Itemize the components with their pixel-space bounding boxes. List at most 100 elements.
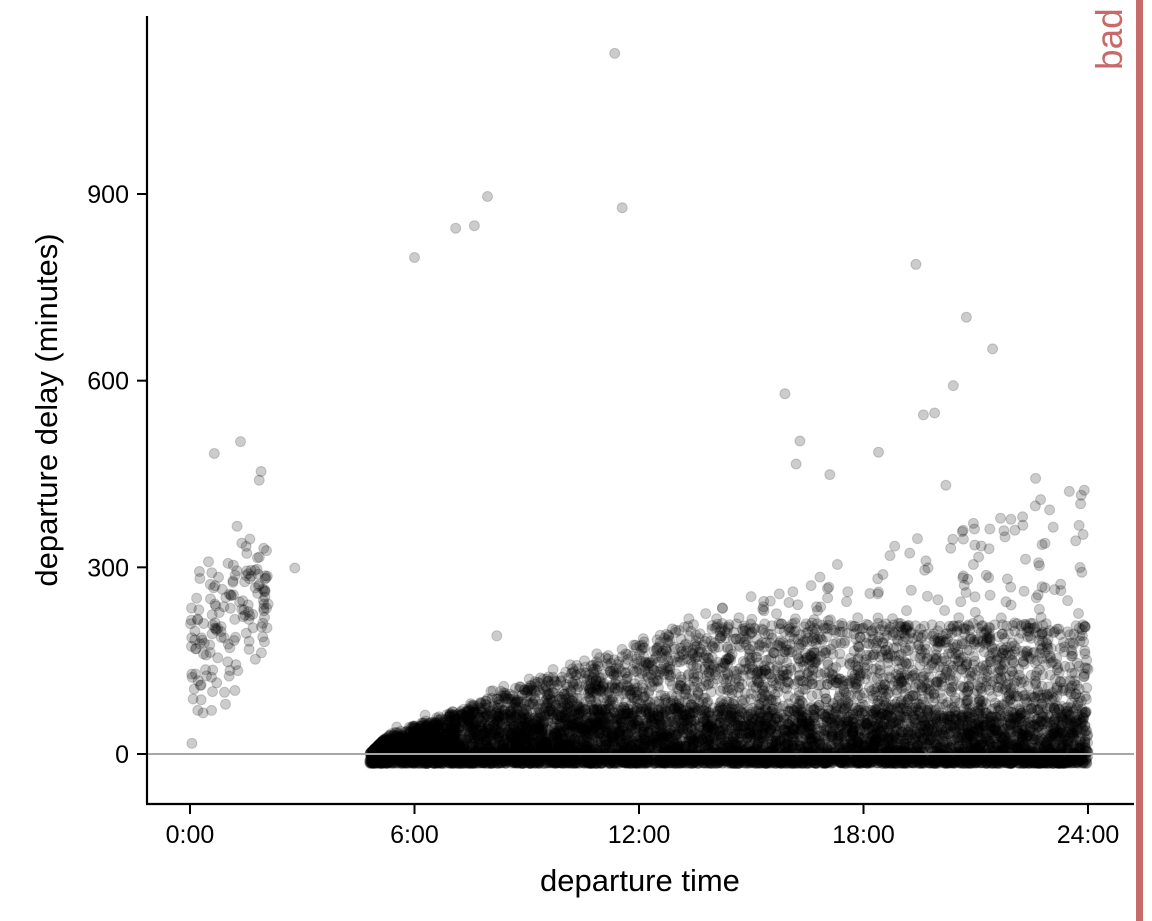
data-point [594,709,605,721]
data-point [257,583,269,595]
data-point [969,539,981,551]
data-point [201,670,212,682]
data-point [773,618,785,630]
data-point [243,635,255,647]
data-point [780,757,792,769]
data-point [211,677,223,689]
data-point [835,637,847,649]
data-point [899,669,911,681]
data-point [252,568,264,580]
data-point [945,542,957,554]
data-point [827,757,839,769]
data-point [910,742,922,754]
data-point [259,573,271,585]
data-point [658,737,670,749]
data-point [650,652,661,664]
data-point [513,736,525,747]
data-point [805,755,817,767]
data-point [1078,712,1090,724]
data-point [448,709,460,721]
data-point [215,626,227,638]
data-point [665,711,677,723]
data-point [921,590,933,602]
data-point [792,599,804,611]
data-point [441,727,453,739]
data-point [247,622,259,634]
data-point [853,757,865,769]
data-point [678,716,690,728]
data-point [521,704,533,716]
data-point [651,650,663,662]
data-point [498,705,510,717]
data-point [481,735,493,747]
data-point [435,752,447,764]
data-point [257,617,269,629]
data-point [607,713,619,725]
data-point [954,757,966,769]
data-point [186,602,197,614]
data-point [874,733,885,745]
data-point [225,590,237,601]
data-point [1037,708,1049,720]
data-point [545,703,557,715]
data-point [824,614,836,626]
data-point [720,724,732,735]
data-point [534,687,546,699]
data-point [571,744,583,756]
data-point [249,564,261,576]
data-point [556,701,567,713]
data-point [1038,727,1050,739]
data-point [877,735,889,746]
data-point [470,733,481,745]
data-point [252,552,263,564]
data-point [245,570,257,582]
data-point [198,618,210,629]
data-point [227,575,239,587]
data-point [584,757,596,769]
data-point [194,638,206,650]
data-point [867,728,879,740]
data-point [949,653,961,664]
data-point [565,721,577,732]
data-point [212,652,224,664]
data-point [1001,757,1013,769]
data-point [253,580,264,592]
data-point [664,757,676,769]
data-point [773,701,785,713]
data-point [953,739,965,751]
data-point [245,564,257,576]
data-point [688,715,700,726]
data-point [222,638,234,650]
data-point [222,656,234,668]
data-point [866,625,878,637]
data-point [844,749,856,761]
data-point [814,739,826,751]
data-point [975,727,986,739]
data-point [186,640,197,652]
data-point [936,752,948,764]
data-point [724,742,736,754]
data-point [957,572,969,584]
data-point [206,628,218,640]
data-point [185,614,197,626]
data-point [1009,524,1021,536]
data-point [559,740,571,752]
data-point [855,755,867,767]
data-point [932,594,944,606]
data-point [729,676,741,688]
data-point [218,601,230,613]
data-point [826,668,838,680]
data-point [1045,730,1057,742]
data-point [949,757,961,769]
data-point [244,610,256,622]
data-point [912,533,923,545]
data-point [493,732,505,744]
data-point [262,598,274,610]
data-point [873,719,885,731]
data-point [239,576,251,588]
data-point [721,736,733,748]
data-point [259,584,271,596]
plot-points [185,47,1094,769]
data-point [196,632,207,644]
data-point [446,757,458,769]
